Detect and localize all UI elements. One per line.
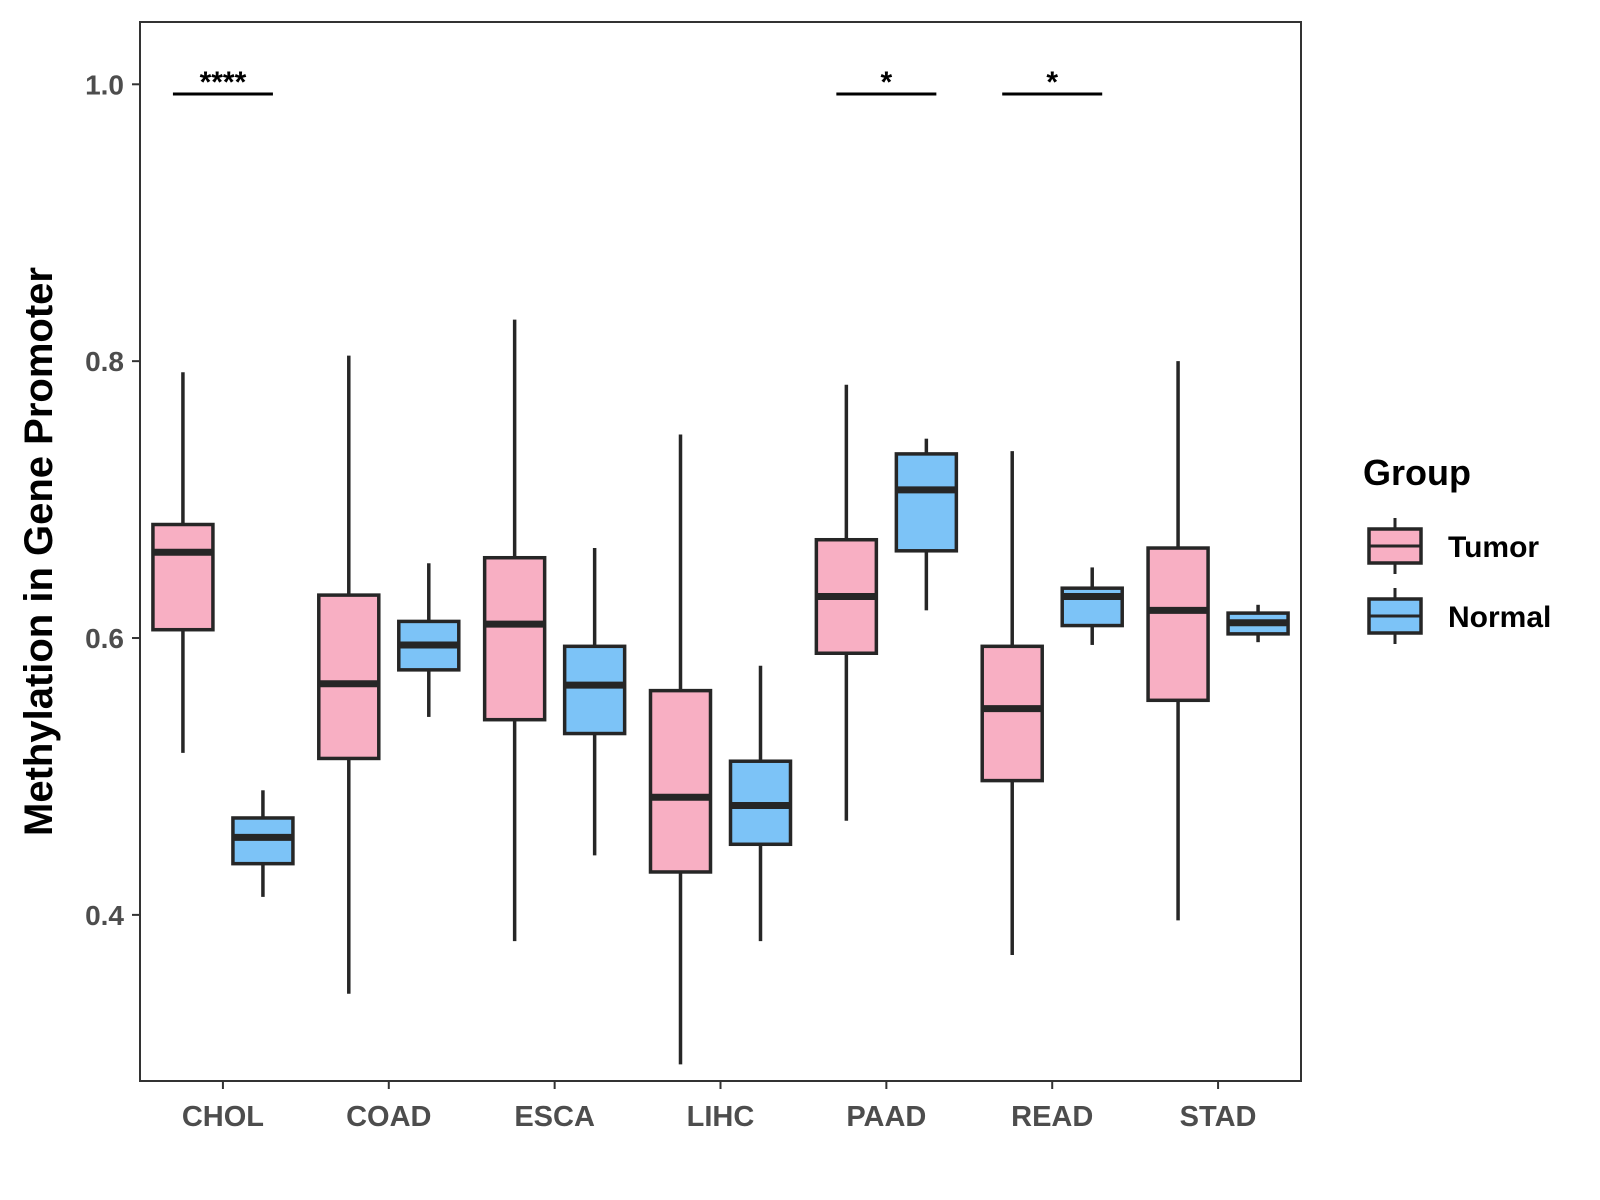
legend-title: Group xyxy=(1363,452,1471,493)
box-esca-normal xyxy=(562,548,627,856)
x-tick-label: STAD xyxy=(1180,1101,1257,1133)
box-series xyxy=(151,319,1290,1065)
y-tick-label: 1.0 xyxy=(85,69,124,100)
legend: Group Tumor Normal xyxy=(1363,452,1551,644)
x-tick-label: CHOL xyxy=(182,1101,264,1133)
box-coad-normal xyxy=(397,563,461,717)
box-coad-tumor xyxy=(317,355,381,994)
box-iqr xyxy=(894,452,959,553)
box-iqr xyxy=(1146,546,1210,703)
box-paad-tumor xyxy=(814,384,879,821)
y-tick-label: 0.6 xyxy=(85,623,124,654)
x-tick-label: PAAD xyxy=(846,1101,926,1133)
x-axis: CHOL COAD ESCA LIHC PAAD READ STAD xyxy=(182,1081,1257,1133)
x-tick-label: COAD xyxy=(346,1101,431,1133)
legend-key-normal xyxy=(1367,588,1423,644)
x-tick-label: ESCA xyxy=(514,1101,595,1133)
box-paad-normal xyxy=(894,438,959,611)
box-iqr xyxy=(980,644,1044,783)
legend-key-tumor xyxy=(1367,518,1423,574)
box-iqr xyxy=(317,593,381,761)
y-axis-title: Methylation in Gene Promoter xyxy=(17,267,61,836)
significance-annotations: **** * * xyxy=(172,66,1103,99)
box-chol-tumor xyxy=(151,372,215,753)
x-tick-label: LIHC xyxy=(687,1101,755,1133)
series-tumor xyxy=(151,319,1210,1065)
box-iqr xyxy=(648,688,713,874)
significance-label: * xyxy=(1046,66,1058,99)
y-axis: 0.4 0.6 0.8 1.0 xyxy=(85,69,140,931)
y-tick-label: 0.4 xyxy=(85,900,124,931)
box-chol-normal xyxy=(231,790,295,897)
significance-label: **** xyxy=(200,66,247,99)
box-stad-tumor xyxy=(1146,361,1210,921)
box-lihc-tumor xyxy=(648,434,713,1065)
box-read-tumor xyxy=(980,451,1044,956)
box-iqr xyxy=(482,555,547,722)
x-tick-label: READ xyxy=(1011,1101,1093,1133)
plot-panel xyxy=(139,21,1302,1082)
box-iqr xyxy=(151,522,215,632)
significance-label: * xyxy=(881,66,893,99)
box-esca-tumor xyxy=(482,319,547,942)
series-normal xyxy=(231,438,1290,942)
box-iqr xyxy=(562,644,627,736)
legend-label: Tumor xyxy=(1448,531,1539,564)
y-tick-label: 0.8 xyxy=(85,346,124,377)
box-read-normal xyxy=(1060,567,1124,645)
box-lihc-normal xyxy=(728,665,793,942)
legend-label: Normal xyxy=(1448,601,1551,634)
box-stad-normal xyxy=(1226,604,1290,643)
